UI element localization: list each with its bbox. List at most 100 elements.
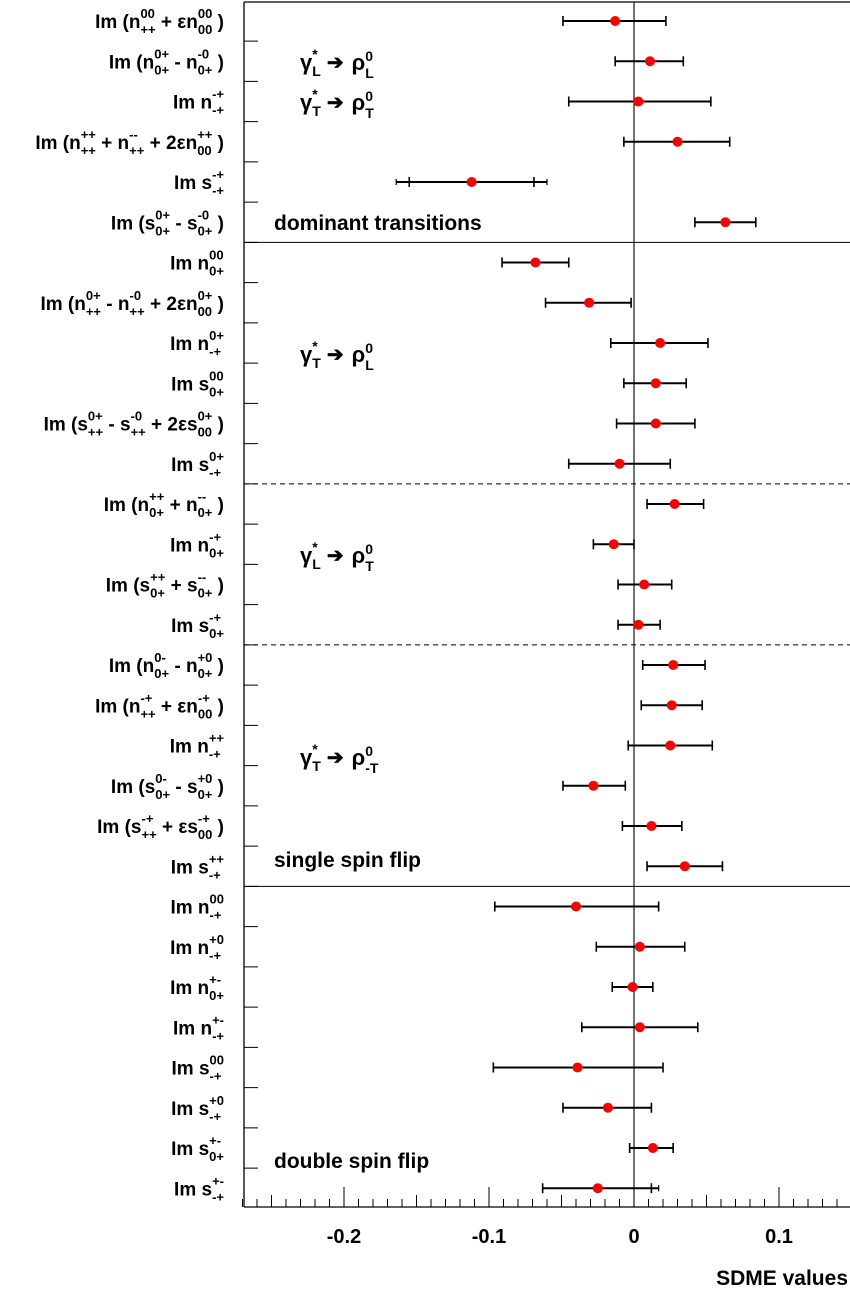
row-label: Im (n ++0+ + n --0+ ) bbox=[104, 489, 224, 520]
transition-label: γ *T ➔ ρ 0T bbox=[300, 86, 374, 121]
row-label: Im s +0-+ bbox=[171, 1093, 224, 1124]
group-title-double-spin-flip: double spin flip bbox=[274, 1150, 429, 1173]
row-label-subscript: ++ bbox=[140, 706, 156, 721]
row-label-subscript: 0+ bbox=[150, 586, 165, 601]
row-label: Im (s ++0+ + s --0+ ) bbox=[106, 570, 224, 601]
row-label: Im (s -+++ + εs -+00 ) bbox=[97, 811, 224, 842]
x-tick-label: 0 bbox=[628, 1226, 639, 1248]
row-label-superscript: +- bbox=[209, 972, 221, 987]
row-label-subscript: ++ bbox=[130, 304, 146, 319]
row-label-subscript: 0+ bbox=[209, 1149, 224, 1164]
data-point bbox=[633, 619, 644, 630]
x-tick-label: -0.1 bbox=[472, 1226, 506, 1248]
row-label: Im s +--+ bbox=[174, 1173, 224, 1204]
row-label-superscript: 0- bbox=[155, 771, 167, 786]
data-point bbox=[668, 660, 679, 670]
row-label-text: Im (s bbox=[111, 777, 155, 798]
row-label-subscript: 0+ bbox=[198, 787, 213, 802]
data-point bbox=[639, 579, 650, 590]
data-point bbox=[571, 901, 581, 912]
row-label-superscript: -+ bbox=[212, 87, 224, 102]
row-label-subscript: 0+ bbox=[209, 988, 224, 1003]
transition-superscript: 0 bbox=[365, 541, 373, 557]
row-label-text: Im n bbox=[170, 737, 209, 758]
row-label-text: Im (n bbox=[95, 696, 140, 717]
data-points bbox=[466, 16, 731, 1194]
row-label-superscript: +- bbox=[212, 1173, 224, 1188]
row-label-subscript: 0+ bbox=[209, 545, 224, 560]
transition-label: γ *T ➔ ρ 0-T bbox=[300, 741, 379, 776]
transition-superscript: 0 bbox=[365, 340, 373, 356]
transition-text: γ bbox=[300, 90, 313, 115]
row-label-subscript: ++ bbox=[129, 143, 145, 158]
row-label-subscript: -+ bbox=[212, 183, 224, 198]
row-label-text: + 2εs bbox=[146, 415, 198, 436]
row-label-text: Im s bbox=[174, 1179, 212, 1200]
row-label-text: - s bbox=[170, 213, 197, 234]
row-label-text: + εn bbox=[156, 696, 198, 717]
arrow-icon: ➔ bbox=[327, 747, 344, 769]
row-label: Im s 0+-+ bbox=[171, 449, 224, 480]
data-point bbox=[644, 56, 655, 67]
row-label-text: + n bbox=[96, 133, 129, 154]
row-label-superscript: ++ bbox=[209, 851, 225, 866]
transition-text: γ bbox=[300, 543, 313, 568]
row-label-superscript: -- bbox=[129, 127, 138, 142]
row-label-superscript: -+ bbox=[209, 610, 221, 625]
row-label-superscript: +- bbox=[212, 1012, 224, 1027]
data-point bbox=[602, 1102, 613, 1113]
row-label-superscript: ++ bbox=[209, 731, 225, 746]
row-label-text: Im n bbox=[170, 978, 209, 999]
row-label-superscript: 00 bbox=[140, 6, 154, 21]
data-point bbox=[610, 16, 621, 26]
row-label-superscript: 0+ bbox=[209, 328, 224, 343]
transition-subscript: L bbox=[365, 357, 374, 373]
annotations: γ *L ➔ ρ 0Lγ *T ➔ ρ 0Tγ *T ➔ ρ 0Lγ *L ➔ ρ 0Tγ *T ➔ ρ 0-T bbox=[300, 46, 379, 776]
row-label-superscript: +0 bbox=[198, 771, 213, 786]
row-label-text: Im (n bbox=[104, 495, 149, 516]
row-label-superscript: -+ bbox=[209, 529, 221, 544]
row-label-text: - n bbox=[169, 52, 198, 73]
row-label-superscript: -+ bbox=[212, 167, 224, 182]
data-point bbox=[646, 821, 657, 831]
row-label: Im n +0-+ bbox=[170, 932, 224, 963]
row-label-subscript: -+ bbox=[209, 747, 221, 762]
row-label-superscript: 0+ bbox=[198, 288, 213, 303]
row-label: Im n -+0+ bbox=[170, 529, 224, 560]
data-point bbox=[634, 1022, 645, 1033]
data-point bbox=[655, 338, 666, 348]
row-label-superscript: 0+ bbox=[155, 207, 170, 222]
row-label-text: ) bbox=[212, 415, 224, 436]
row-label-superscript: +- bbox=[209, 1133, 221, 1148]
row-label-subscript: 00 bbox=[198, 827, 212, 842]
row-label-superscript: 00 bbox=[210, 1053, 224, 1068]
row-label-superscript: +0 bbox=[198, 650, 213, 665]
row-label-text: + 2εn bbox=[144, 133, 197, 154]
data-point bbox=[466, 177, 477, 187]
x-tick-label: -0.2 bbox=[327, 1226, 361, 1248]
arrow-icon: ➔ bbox=[327, 92, 344, 114]
row-label-subscript: -+ bbox=[209, 344, 221, 359]
row-label-subscript: 0+ bbox=[154, 62, 169, 77]
data-point bbox=[627, 982, 638, 992]
data-point bbox=[530, 257, 541, 268]
row-label: Im s -+0+ bbox=[171, 610, 224, 641]
row-label-text: Im (s bbox=[97, 817, 141, 838]
row-label-superscript: -+ bbox=[141, 811, 153, 826]
row-label-subscript: 0+ bbox=[198, 223, 213, 238]
row-label-subscript: 00 bbox=[197, 143, 211, 158]
row-label-subscript: -+ bbox=[210, 1069, 222, 1084]
data-point bbox=[679, 861, 690, 872]
row-label-text: ) bbox=[212, 656, 224, 677]
group-title-single-spin-flip: single spin flip bbox=[274, 849, 421, 872]
row-label: Im n +-0+ bbox=[170, 972, 224, 1003]
row-label-text: Im (n bbox=[109, 656, 154, 677]
row-label-text: Im n bbox=[173, 93, 212, 114]
row-label-superscript: +0 bbox=[209, 932, 224, 947]
row-label-superscript: -0 bbox=[198, 207, 210, 222]
row-label-superscript: -+ bbox=[198, 811, 210, 826]
data-point bbox=[614, 458, 625, 469]
row-label-text: Im (n bbox=[35, 133, 80, 154]
